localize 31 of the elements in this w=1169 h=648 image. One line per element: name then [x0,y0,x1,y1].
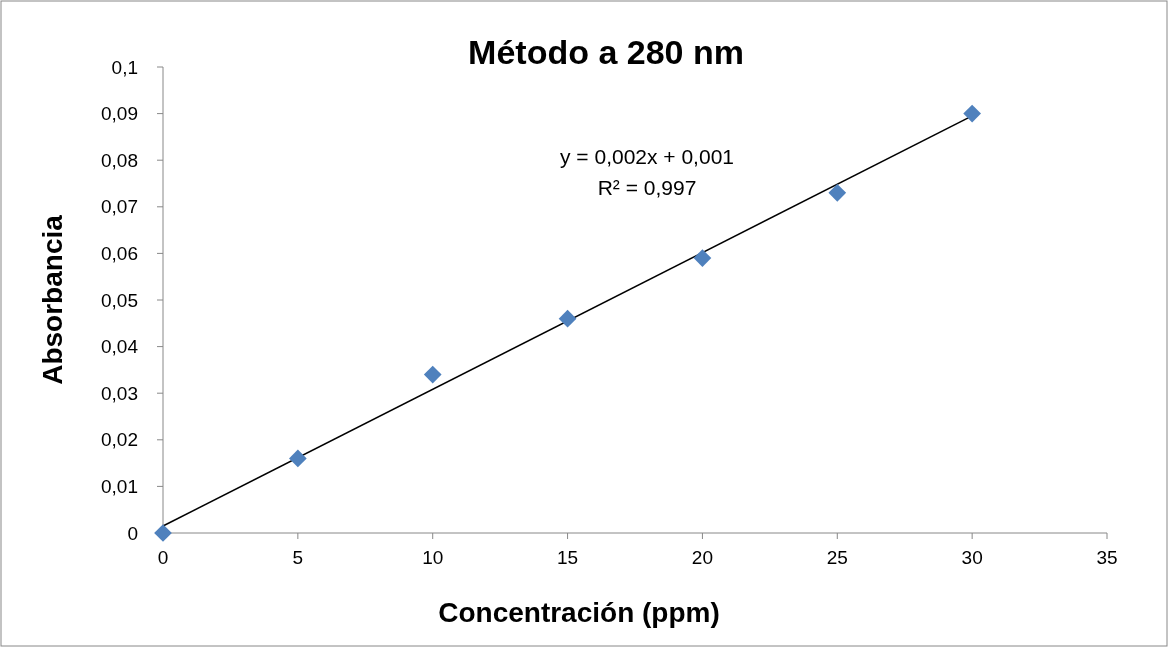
x-tick-label: 20 [691,547,713,568]
annotation: y = 0,002x + 0,001 [560,145,734,168]
point [558,309,577,328]
y-tick-label: 0,03 [101,382,138,404]
y-tick-label: 0,02 [101,429,138,451]
y-tick-label: 0 [127,522,138,544]
y-tick-label: 0,1 [111,56,138,78]
point [828,183,847,202]
point [423,365,442,384]
y-tick-label: 0,05 [101,289,138,311]
x-tick-label: 35 [1096,547,1118,568]
y-tick-label: 0,01 [101,476,138,498]
x-tick-label: 30 [961,547,983,568]
x-tick-label: 10 [422,547,444,568]
x-tick-label: 25 [826,547,848,568]
annotation: R² = 0,997 [597,176,697,199]
point [289,449,307,468]
x-axis-title: Concentración (ppm) [438,597,720,628]
x-tick-label: 15 [557,547,579,568]
x-tick-label: 0 [157,547,169,568]
point [693,249,712,267]
point [963,104,981,123]
y-tick-label: 0,08 [101,149,138,171]
chart-title: Método a 280 nm [468,33,744,71]
y-tick-label: 0,06 [101,243,138,265]
y-tick-label: 0,04 [101,336,139,358]
x-tick-label: 5 [292,547,304,568]
y-axis-title: Absorbancia [37,214,68,385]
y-tick-label: 0,09 [101,103,138,125]
y-tick-label: 0,07 [101,196,138,218]
point [154,524,172,542]
